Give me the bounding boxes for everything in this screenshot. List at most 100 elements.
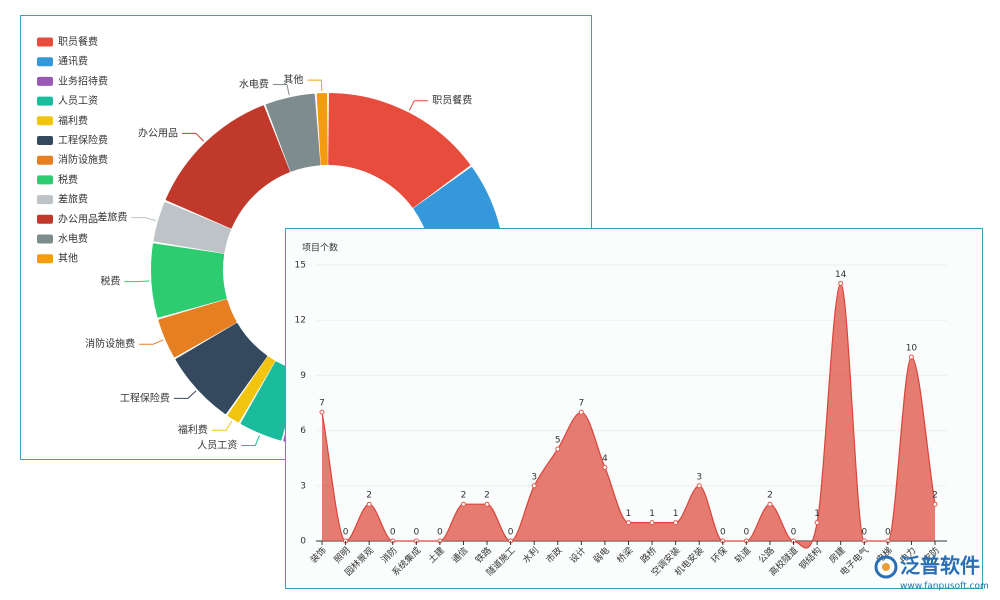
segment-label: 职员餐费 — [432, 94, 472, 107]
legend-swatch — [37, 214, 53, 224]
donut-segment — [316, 93, 328, 166]
data-point — [932, 501, 938, 507]
legend-label: 税费 — [58, 173, 78, 186]
legend-swatch — [37, 116, 53, 126]
value-label: 0 — [885, 528, 891, 538]
donut-segment — [328, 93, 471, 208]
label-line — [272, 84, 290, 96]
value-label: 0 — [413, 528, 419, 538]
segment-label: 税费 — [100, 275, 120, 288]
segment-label: 人员工资 — [197, 440, 237, 452]
segment-label: 福利费 — [178, 423, 208, 436]
segment-label: 差旅费 — [97, 211, 127, 224]
value-label: 2 — [767, 491, 773, 501]
value-label: 2 — [484, 491, 490, 501]
value-label: 2 — [461, 491, 467, 501]
legend-label: 业务招待费 — [58, 74, 108, 87]
y-tick-label: 12 — [295, 316, 306, 326]
legend-swatch — [37, 254, 53, 264]
segment-label: 消防设施费 — [85, 337, 135, 350]
data-point — [814, 520, 820, 526]
label-line — [139, 339, 164, 345]
legend-label: 人员工资 — [58, 95, 98, 107]
legend-label: 消防设施费 — [58, 153, 108, 166]
legend-label: 职员餐费 — [58, 35, 98, 48]
label-line — [173, 390, 197, 399]
donut-segment — [158, 299, 237, 358]
value-label: 1 — [673, 509, 679, 519]
data-point — [673, 520, 679, 526]
donut-segment — [175, 323, 268, 415]
data-point — [838, 280, 844, 286]
value-label: 0 — [744, 528, 750, 538]
value-label: 3 — [696, 472, 702, 482]
logo-name: 泛普软件 — [900, 554, 980, 578]
label-line — [131, 217, 157, 222]
data-point — [578, 409, 584, 415]
donut-segment — [165, 105, 290, 229]
value-label: 2 — [366, 491, 372, 501]
legend-swatch — [37, 57, 53, 67]
data-point — [696, 483, 702, 489]
donut-segment — [153, 202, 231, 254]
data-point — [484, 501, 490, 507]
value-label: 2 — [932, 491, 938, 501]
legend-label: 福利费 — [58, 114, 88, 127]
value-label: 1 — [814, 509, 820, 519]
value-label: 14 — [835, 270, 847, 280]
data-point — [626, 520, 631, 526]
data-point — [767, 501, 773, 507]
value-label: 0 — [508, 528, 514, 538]
y-tick-label: 6 — [300, 426, 306, 436]
donut-segment — [227, 356, 275, 423]
y-tick-label: 3 — [300, 481, 306, 491]
segment-label: 办公用品 — [138, 126, 178, 139]
data-point — [908, 354, 914, 360]
legend-label: 其他 — [58, 252, 78, 265]
label-line — [211, 420, 233, 431]
legend-swatch — [37, 37, 53, 47]
value-label: 0 — [437, 528, 443, 538]
value-label: 5 — [555, 436, 561, 446]
area-line — [321, 282, 936, 549]
logo-icon — [874, 555, 898, 579]
logo-icon-dot — [882, 563, 890, 571]
value-label: 0 — [720, 528, 726, 538]
legend-label: 工程保险费 — [58, 134, 108, 147]
y-tick-label: 15 — [295, 261, 306, 271]
value-label: 1 — [649, 509, 655, 519]
value-label: 0 — [343, 528, 349, 538]
legend-swatch — [37, 155, 53, 165]
legend-label: 差旅费 — [58, 193, 88, 206]
value-label: 7 — [578, 399, 584, 409]
data-point — [460, 501, 466, 507]
data-point — [319, 409, 325, 415]
value-label: 7 — [319, 399, 325, 409]
value-label: 4 — [602, 454, 608, 464]
donut-segment — [151, 243, 227, 318]
logo-url: www.fanpusoft.com — [900, 582, 989, 592]
label-line — [124, 280, 150, 283]
legend-label: 通讯费 — [58, 55, 88, 68]
legend-swatch — [37, 96, 53, 106]
y-tick-label: 0 — [300, 537, 306, 547]
legend-swatch — [37, 175, 53, 185]
value-label: 0 — [390, 528, 396, 538]
data-point — [366, 501, 372, 507]
value-label: 0 — [791, 528, 797, 538]
legend-swatch — [37, 76, 53, 86]
value-label: 10 — [906, 344, 918, 354]
legend-label: 办公用品 — [58, 212, 98, 225]
value-label: 0 — [861, 528, 867, 538]
value-label: 1 — [626, 509, 632, 519]
segment-label: 工程保险费 — [120, 391, 170, 404]
label-line — [408, 100, 429, 111]
data-point — [649, 520, 655, 526]
label-line — [307, 79, 323, 92]
data-point — [602, 464, 608, 470]
legend-swatch — [37, 136, 53, 145]
data-point — [555, 446, 561, 452]
legend-swatch — [37, 195, 53, 205]
segment-label: 水电费 — [239, 78, 269, 91]
